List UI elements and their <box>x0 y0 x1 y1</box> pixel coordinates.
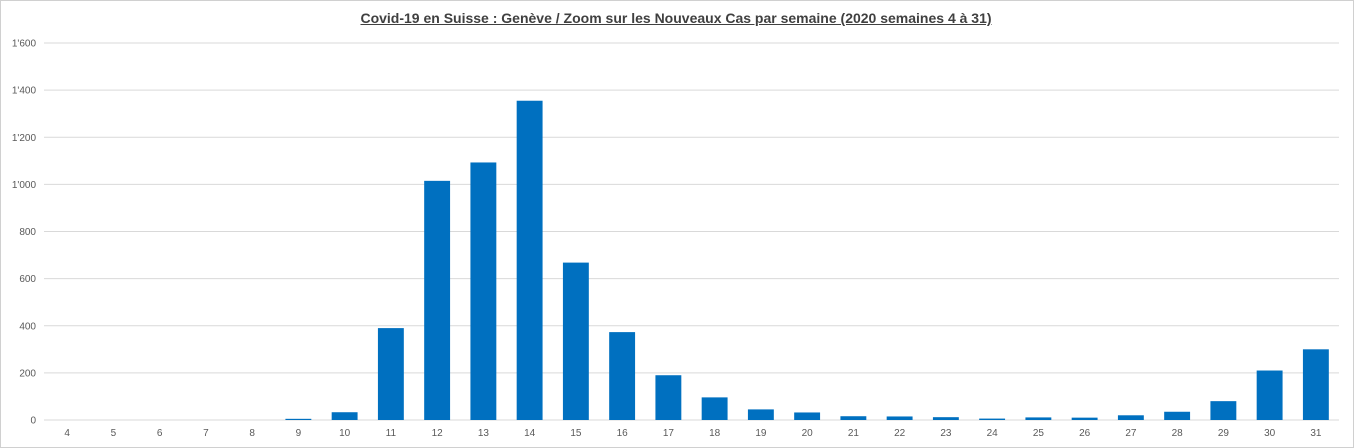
bars <box>285 100 1329 421</box>
x-tick-label: 5 <box>111 428 117 439</box>
x-tick-label: 19 <box>755 428 767 439</box>
x-tick-label: 17 <box>663 428 675 439</box>
x-tick-label: 29 <box>1218 428 1230 439</box>
bar-week-14 <box>516 100 543 421</box>
y-tick-label: 200 <box>19 368 36 379</box>
bar-week-31 <box>1302 349 1329 420</box>
bar-week-10 <box>331 412 358 420</box>
bar-week-23 <box>932 417 959 420</box>
x-tick-label: 21 <box>848 428 860 439</box>
x-tick-label: 9 <box>296 428 302 439</box>
x-tick-label: 30 <box>1264 428 1276 439</box>
x-tick-label: 14 <box>524 428 536 439</box>
x-tick-label: 15 <box>570 428 582 439</box>
bar-week-25 <box>1025 417 1052 420</box>
bar-week-29 <box>1210 401 1237 420</box>
y-axis-ticks: 0 200 400 600 800 1'000 1'200 1'400 1'600 <box>12 39 37 427</box>
bar-week-19 <box>747 409 774 420</box>
x-tick-label: 4 <box>64 428 70 439</box>
x-tick-label: 20 <box>802 428 814 439</box>
x-tick-label: 22 <box>894 428 906 439</box>
y-tick-label: 0 <box>30 416 36 427</box>
bar-week-30 <box>1256 370 1283 420</box>
bar-week-15 <box>562 262 589 420</box>
bar-week-11 <box>377 328 404 420</box>
bar-week-12 <box>424 180 451 420</box>
bar-week-17 <box>655 375 682 420</box>
x-axis-ticks: 4 5 6 7 8 9 10 11 12 13 14 15 16 17 18 19 20 21 22 23 24 25 26… <box>64 428 1322 439</box>
y-tick-label: 600 <box>19 274 36 285</box>
x-tick-label: 13 <box>478 428 490 439</box>
x-tick-label: 6 <box>157 428 163 439</box>
y-tick-label: 1'400 <box>12 86 37 97</box>
x-tick-label: 24 <box>987 428 999 439</box>
bar-week-24 <box>979 418 1006 420</box>
bar-week-13 <box>470 162 497 421</box>
x-tick-label: 8 <box>249 428 255 439</box>
bar-week-16 <box>609 332 636 420</box>
bar-week-18 <box>701 397 728 420</box>
bar-week-27 <box>1117 415 1144 420</box>
chart-title: Covid-19 en Suisse : Genève / Zoom sur l… <box>360 10 992 26</box>
x-tick-label: 26 <box>1079 428 1091 439</box>
x-tick-label: 28 <box>1172 428 1184 439</box>
x-tick-label: 10 <box>339 428 351 439</box>
y-tick-label: 1'600 <box>12 39 37 50</box>
bar-week-28 <box>1164 411 1191 420</box>
y-tick-label: 1'200 <box>12 133 37 144</box>
y-tick-label: 1'000 <box>12 180 37 191</box>
y-tick-label: 400 <box>19 321 36 332</box>
x-tick-label: 18 <box>709 428 721 439</box>
bar-week-22 <box>886 416 913 420</box>
x-tick-label: 23 <box>940 428 952 439</box>
bar-week-9 <box>285 418 312 420</box>
x-tick-label: 12 <box>432 428 444 439</box>
x-tick-label: 27 <box>1125 428 1137 439</box>
x-tick-label: 7 <box>203 428 209 439</box>
bar-week-20 <box>794 412 821 420</box>
grid-lines <box>44 42 1339 421</box>
bar-week-21 <box>840 416 867 420</box>
x-tick-label: 25 <box>1033 428 1045 439</box>
x-tick-label: 11 <box>386 428 397 439</box>
x-tick-label: 16 <box>617 428 629 439</box>
y-tick-label: 800 <box>19 227 36 238</box>
bar-week-26 <box>1071 417 1098 420</box>
x-tick-label: 31 <box>1310 428 1322 439</box>
